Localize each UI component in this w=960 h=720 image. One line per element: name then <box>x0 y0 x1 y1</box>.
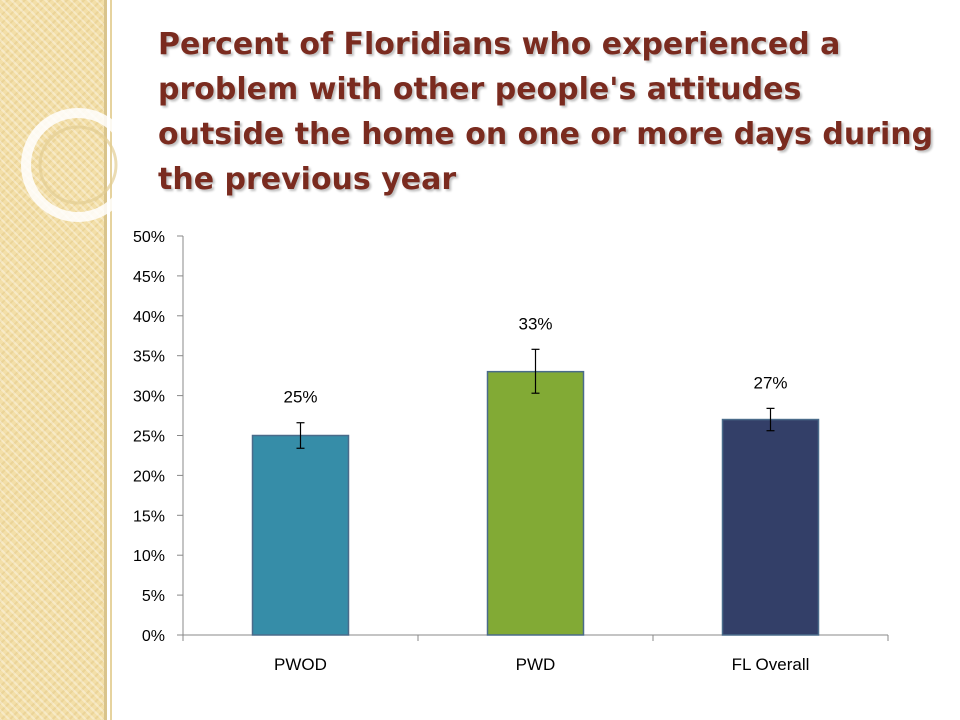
data-label: 27% <box>753 373 787 392</box>
data-label: 33% <box>518 314 552 333</box>
y-tick-label: 50% <box>133 229 165 246</box>
bar-fl-overall <box>721 418 820 636</box>
decorative-rings <box>21 108 135 222</box>
y-tick-label: 35% <box>133 349 165 366</box>
y-tick-label: 45% <box>133 269 165 286</box>
y-tick-label: 5% <box>142 588 165 605</box>
category-label: PWOD <box>274 655 327 674</box>
chart-bars <box>251 348 820 636</box>
y-tick-label: 10% <box>133 548 165 565</box>
data-label: 25% <box>283 388 317 407</box>
category-label: PWD <box>516 655 556 674</box>
slide-title: Percent of Floridians who experienced a … <box>158 27 934 197</box>
y-tick-label: 25% <box>133 429 165 446</box>
decorative-divider <box>110 0 112 720</box>
y-tick-label: 40% <box>133 309 165 326</box>
y-tick-label: 20% <box>133 468 165 485</box>
decorative-ring-inner <box>38 125 118 205</box>
y-tick-label: 0% <box>142 628 165 645</box>
chart-labels: 25% PWOD 33% PWD 27% FL Overall <box>274 314 809 674</box>
decorative-ring-outer <box>21 108 135 222</box>
bar-pwd <box>486 370 585 636</box>
y-tick-label: 15% <box>133 508 165 525</box>
category-label: FL Overall <box>732 655 810 674</box>
bar-pwod <box>251 434 350 636</box>
y-tick-label: 30% <box>133 389 165 406</box>
